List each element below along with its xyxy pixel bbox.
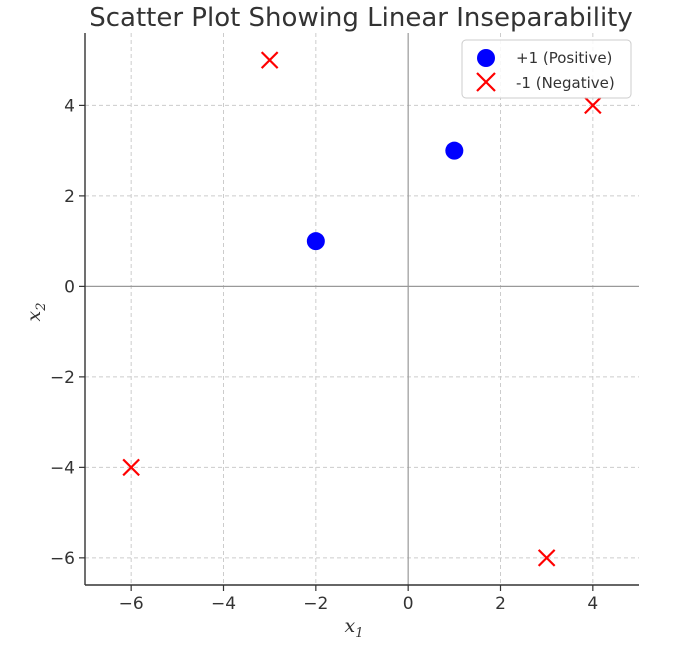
x-axis-label: x1 — [345, 615, 364, 641]
tick-marks: −6 −4 −2 0 2 4 −6 −4 −2 0 2 4 — [50, 96, 598, 614]
axes — [84, 33, 639, 586]
y-tick-label: 2 — [64, 187, 75, 207]
data-point-negative — [537, 549, 556, 567]
data-point-negative — [122, 458, 140, 477]
y-axis-label-subscript: 2 — [34, 303, 49, 312]
zero-lines — [85, 33, 639, 585]
chart-title: Scatter Plot Showing Linear Inseparabili… — [89, 3, 633, 33]
y-tick-label: −6 — [50, 549, 75, 569]
grid-lines — [85, 33, 639, 585]
data-point-positive — [306, 232, 325, 251]
data-point-negative — [584, 96, 602, 115]
y-axis-label: x2 — [23, 303, 49, 322]
y-axis-label-main: x — [23, 311, 45, 322]
y-tick-label: 4 — [64, 96, 75, 116]
x-tick-label: −4 — [211, 594, 236, 614]
y-tick-label: −2 — [50, 368, 75, 388]
legend: +1 (Positive) -1 (Negative) — [461, 39, 632, 99]
legend-label-positive: +1 (Positive) — [516, 49, 612, 67]
data-point-positive — [445, 141, 464, 160]
x-tick-label: 4 — [587, 594, 598, 614]
legend-marker-negative — [476, 72, 496, 92]
x-tick-label: 0 — [403, 594, 414, 614]
legend-label-negative: -1 (Negative) — [516, 74, 615, 92]
data-points — [122, 51, 602, 567]
x-axis-label-subscript: 1 — [355, 626, 363, 641]
x-tick-label: 2 — [495, 594, 506, 614]
x-tick-label: −6 — [119, 594, 144, 614]
legend-marker-positive — [477, 49, 495, 67]
x-axis-label-main: x — [345, 615, 356, 637]
data-point-negative — [260, 51, 279, 69]
legend-box — [461, 39, 632, 99]
y-tick-label: 0 — [64, 277, 75, 297]
y-tick-label: −4 — [50, 458, 75, 478]
x-tick-label: −2 — [303, 594, 328, 614]
